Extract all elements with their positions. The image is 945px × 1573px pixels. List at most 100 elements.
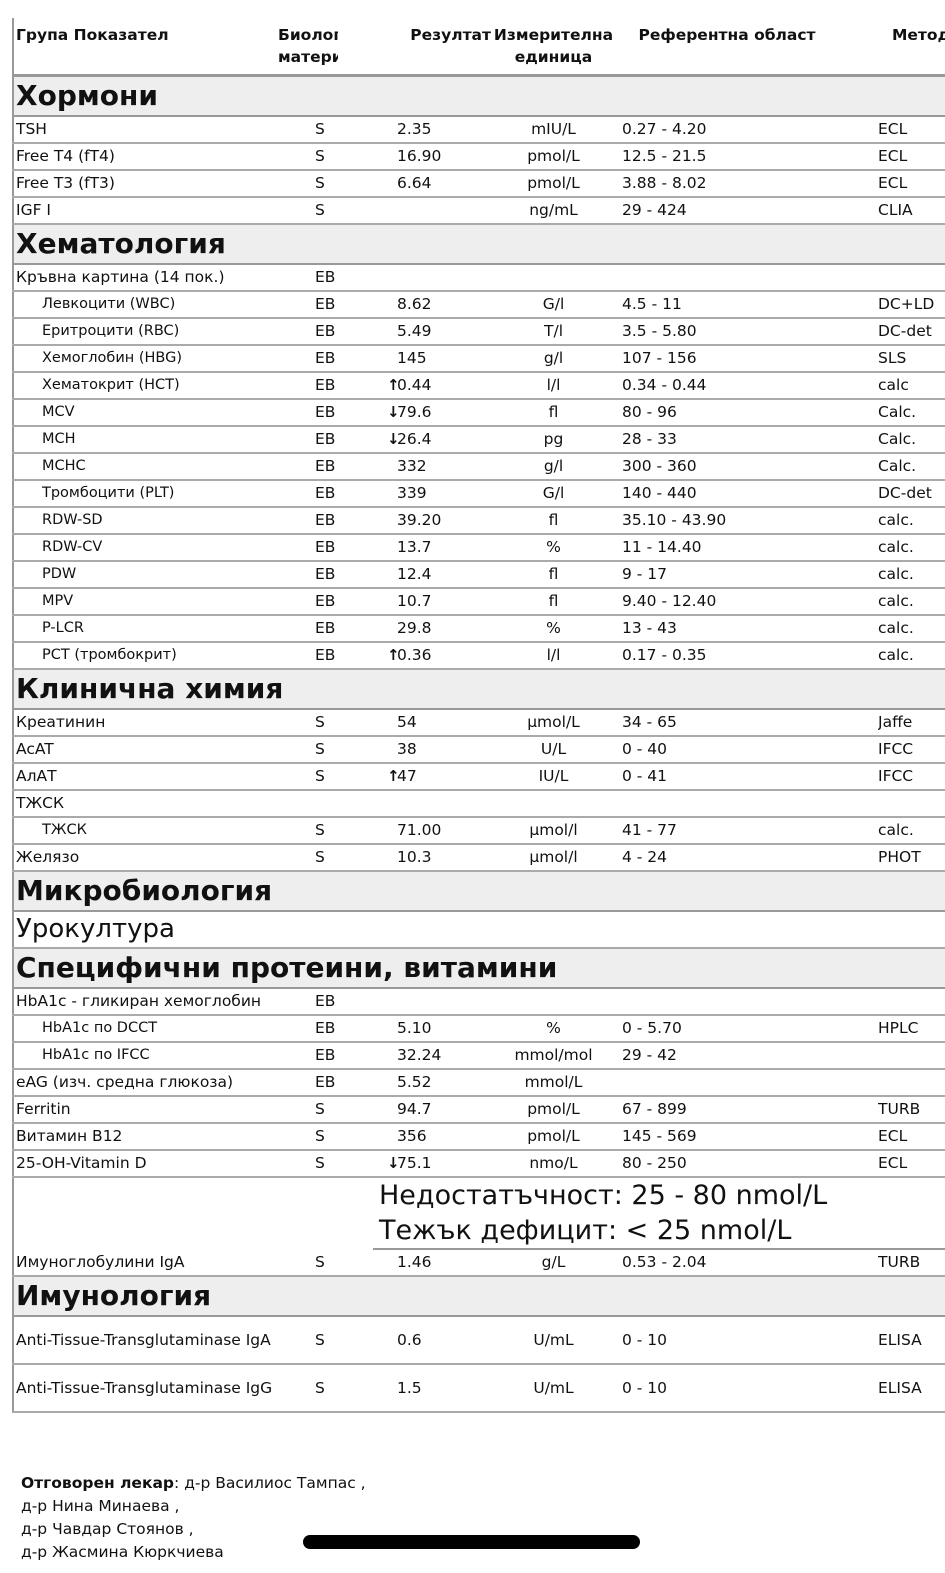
test-name: AcAT bbox=[13, 736, 313, 764]
method: calc. bbox=[878, 588, 945, 616]
reference-range: 0 - 40 bbox=[616, 736, 878, 764]
result-value: 1.5 bbox=[397, 1379, 422, 1397]
home-indicator[interactable] bbox=[303, 1535, 640, 1549]
result-value: 5.10 bbox=[397, 1019, 432, 1037]
result-value: 79.6 bbox=[397, 403, 432, 421]
result-value: 6.64 bbox=[397, 174, 432, 192]
result-value: 145 bbox=[397, 349, 427, 367]
material: S bbox=[313, 1364, 373, 1413]
unit: pg bbox=[491, 426, 616, 454]
unit: fl bbox=[491, 507, 616, 535]
unit bbox=[491, 264, 616, 292]
result: 6.64 bbox=[373, 170, 491, 198]
material: EB bbox=[313, 291, 373, 319]
reference-range: 29 - 424 bbox=[616, 197, 878, 225]
material: EB bbox=[313, 988, 373, 1016]
table-row: ТЖСК S 71.00 µmol/l 41 - 77 calc. bbox=[13, 817, 945, 845]
material: S bbox=[313, 143, 373, 171]
material: S bbox=[313, 1250, 373, 1277]
doctor-name: д-р Жасмина Кюркчиева bbox=[21, 1543, 224, 1561]
method: DC+LD bbox=[878, 291, 945, 319]
result-value: 339 bbox=[397, 484, 427, 502]
unit: mmol/mol bbox=[491, 1042, 616, 1070]
material: EB bbox=[313, 615, 373, 643]
material: S bbox=[313, 197, 373, 225]
reference-range bbox=[616, 988, 878, 1016]
table-row: eAG (изч. средна глюкоза) EB 5.52 mmol/L bbox=[13, 1069, 945, 1097]
test-name: MCHC bbox=[13, 453, 313, 481]
test-name: 25-OH-Vitamin D bbox=[13, 1150, 313, 1178]
reference-range: 0 - 41 bbox=[616, 763, 878, 791]
method: SLS bbox=[878, 345, 945, 373]
subsection-title: Урокултура bbox=[13, 911, 945, 949]
result-value: 5.52 bbox=[397, 1073, 432, 1091]
result: 5.52 bbox=[373, 1069, 491, 1097]
test-name: Хемоглобин (HBG) bbox=[13, 345, 313, 373]
table-row: Имуноглобулини IgA S 1.46 g/L 0.53 - 2.04 TUR… bbox=[13, 1250, 945, 1277]
reference-range: 29 - 42 bbox=[616, 1042, 878, 1070]
result: 16.90 bbox=[373, 143, 491, 171]
result-value: 54 bbox=[397, 713, 417, 731]
reference-range: 145 - 569 bbox=[616, 1123, 878, 1151]
material: EB bbox=[313, 534, 373, 562]
col-header-result: Резултат bbox=[373, 18, 491, 77]
section-header: Микробиология bbox=[13, 870, 945, 912]
method: calc. bbox=[878, 615, 945, 643]
material: S bbox=[313, 763, 373, 791]
unit: g/L bbox=[491, 1250, 616, 1277]
section-title: Имунология bbox=[13, 1275, 945, 1317]
result-value: 356 bbox=[397, 1127, 427, 1145]
result: 29.8 bbox=[373, 615, 491, 643]
table-row: Левкоцити (WBC) EB 8.62 G/l 4.5 - 11 DC+LD bbox=[13, 291, 945, 319]
table-row: Желязо S 10.3 µmol/l 4 - 24 PHOT bbox=[13, 844, 945, 872]
result: 1.5 bbox=[373, 1364, 491, 1413]
unit: fl bbox=[491, 561, 616, 589]
method: Calc. bbox=[878, 426, 945, 454]
method: DC-det bbox=[878, 318, 945, 346]
unit: % bbox=[491, 1015, 616, 1043]
table-row: MPV EB 10.7 fl 9.40 - 12.40 calc. bbox=[13, 588, 945, 616]
reference-range: 300 - 360 bbox=[616, 453, 878, 481]
reference-note-row: Недостатъчност: 25 - 80 nmol/L Тежък дефи… bbox=[13, 1177, 945, 1250]
table-row: MCV EB ↓ 79.6 fl 80 - 96 Calc. bbox=[13, 399, 945, 427]
reference-range: 0.17 - 0.35 bbox=[616, 642, 878, 670]
result: 10.7 bbox=[373, 588, 491, 616]
result-value: 10.7 bbox=[397, 592, 432, 610]
reference-range: 3.88 - 8.02 bbox=[616, 170, 878, 198]
reference-range: 0 - 10 bbox=[616, 1316, 878, 1365]
test-name: ТЖСК bbox=[13, 790, 313, 818]
material: EB bbox=[313, 453, 373, 481]
result bbox=[373, 988, 491, 1016]
result: 5.10 bbox=[373, 1015, 491, 1043]
test-name: Кръвна картина (14 пок.) bbox=[13, 264, 313, 292]
method: TURB bbox=[878, 1096, 945, 1124]
reference-range: 0.53 - 2.04 bbox=[616, 1250, 878, 1277]
table-row: PDW EB 12.4 fl 9 - 17 calc. bbox=[13, 561, 945, 589]
result-value: 75.1 bbox=[397, 1154, 432, 1172]
result-value: 47 bbox=[397, 767, 417, 785]
method: PHOT bbox=[878, 844, 945, 872]
material: S bbox=[313, 736, 373, 764]
section-title: Клинична химия bbox=[13, 668, 945, 710]
material: S bbox=[313, 817, 373, 845]
method: ELISA bbox=[878, 1364, 945, 1413]
result-value: 32.24 bbox=[397, 1046, 442, 1064]
table-row: ТЖСК bbox=[13, 790, 945, 818]
material: EB bbox=[313, 1015, 373, 1043]
reference-range: 9.40 - 12.40 bbox=[616, 588, 878, 616]
method: ECL bbox=[878, 116, 945, 144]
test-name: Левкоцити (WBC) bbox=[13, 291, 313, 319]
result: 145 bbox=[373, 345, 491, 373]
result-value: 8.62 bbox=[397, 295, 432, 313]
section-title: Хормони bbox=[13, 74, 945, 117]
material: S bbox=[313, 116, 373, 144]
table-row: P-LCR EB 29.8% 13 - 43 calc. bbox=[13, 615, 945, 643]
reference-range: 9 - 17 bbox=[616, 561, 878, 589]
reference-range: 67 - 899 bbox=[616, 1096, 878, 1124]
unit: fl bbox=[491, 399, 616, 427]
result: 10.3 bbox=[373, 844, 491, 872]
test-name: HbA1c по IFCC bbox=[13, 1042, 313, 1070]
unit: IU/L bbox=[491, 763, 616, 791]
test-name: RDW-CV bbox=[13, 534, 313, 562]
